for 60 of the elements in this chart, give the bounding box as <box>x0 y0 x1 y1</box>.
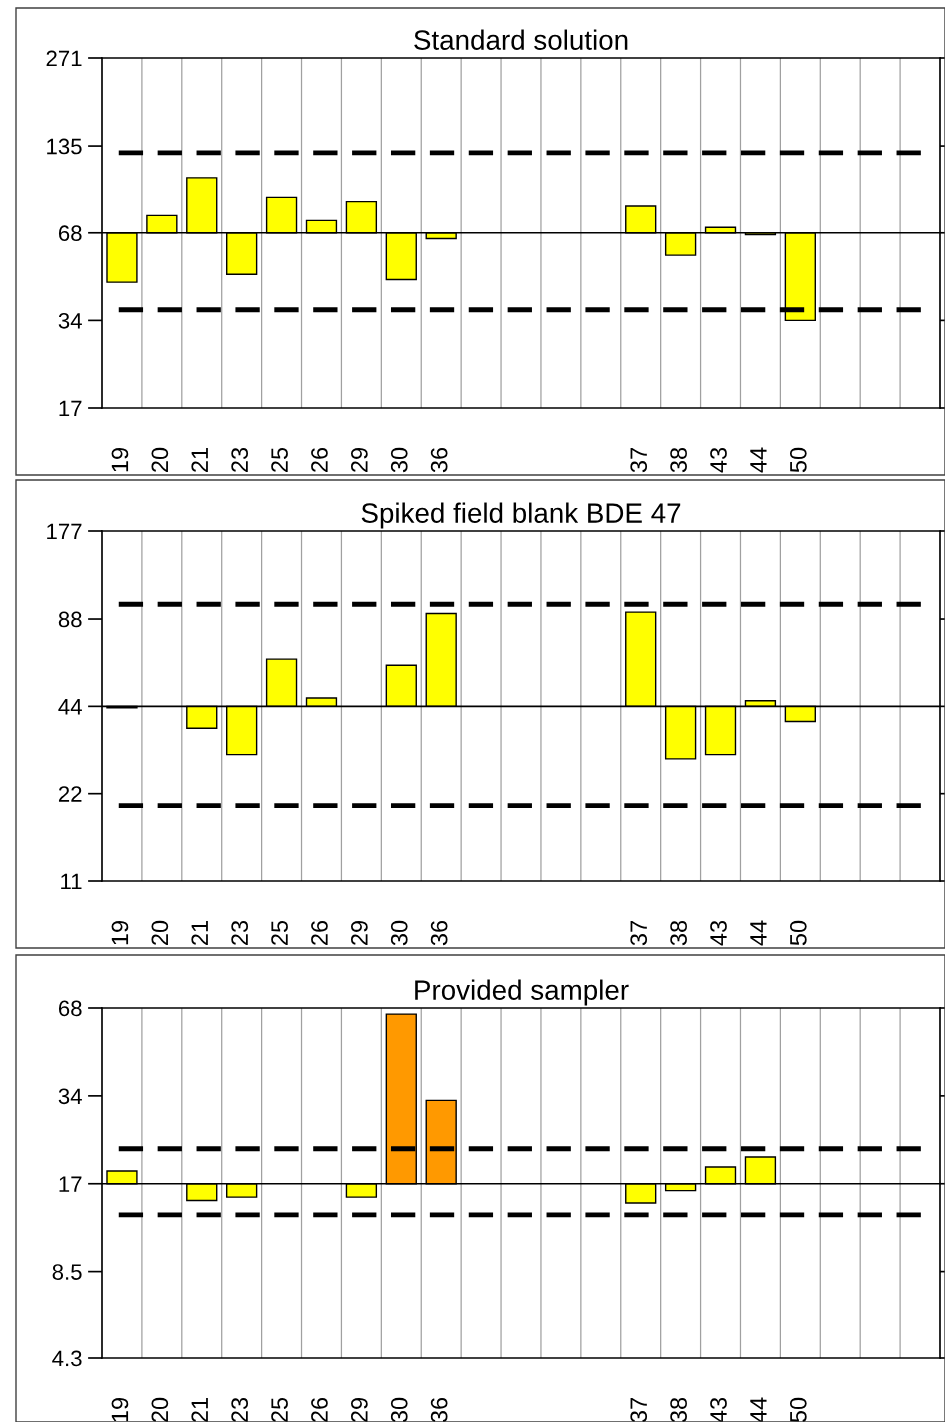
x-tick-label: 36 <box>430 447 448 473</box>
x-tick-label: 37 <box>630 921 648 946</box>
x-tick-label: 50 <box>789 920 807 946</box>
x-tick-label: 25 <box>271 1397 288 1422</box>
x-tick-label: 43 <box>710 1397 727 1422</box>
y-tick-label: 4.3 <box>52 1350 82 1367</box>
x-tick-label: 25 <box>271 447 288 472</box>
x-tick-label: 29 <box>351 921 368 945</box>
x-tick-label: 43 <box>710 920 727 946</box>
x-tick-label: 43 <box>710 447 727 473</box>
x-tick-label: 44 <box>750 447 767 473</box>
x-tick-label: 26 <box>311 920 328 945</box>
x-tick-label: 20 <box>151 920 169 945</box>
x-tick-label: 37 <box>630 448 648 473</box>
x-tick-label: 25 <box>271 920 288 945</box>
x-tick-label: 23 <box>231 447 248 472</box>
chart-title: Provided sampler <box>415 979 629 1006</box>
x-tick-label: 37 <box>630 1398 648 1422</box>
y-tick-label: 88 <box>58 611 82 628</box>
x-tick-label: 36 <box>430 920 448 946</box>
x-tick-label: 44 <box>750 920 767 946</box>
y-tick-label: 34 <box>58 1088 82 1105</box>
x-tick-label: 19 <box>111 448 129 472</box>
y-tick-label: 177 <box>47 523 82 540</box>
x-tick-label: 36 <box>430 1397 448 1422</box>
chart-title: Spiked field blank BDE 47 <box>361 502 681 529</box>
x-tick-label: 19 <box>111 1398 129 1422</box>
y-tick-label: 17 <box>59 400 82 417</box>
chart-title: Standard solution <box>414 29 628 50</box>
y-tick-label: 68 <box>58 1000 82 1017</box>
x-tick-label: 21 <box>191 1398 208 1422</box>
y-tick-label: 68 <box>58 225 82 242</box>
y-tick-label: 44 <box>58 699 82 715</box>
x-tick-label: 20 <box>151 1397 169 1422</box>
y-tick-label: 271 <box>46 50 82 67</box>
x-tick-label: 38 <box>670 1397 687 1422</box>
x-tick-label: 20 <box>151 447 169 472</box>
y-tick-label: 135 <box>47 138 82 155</box>
y-tick-label: 22 <box>58 786 82 802</box>
x-tick-label: 23 <box>231 1397 248 1422</box>
y-tick-label: 17 <box>59 1176 82 1192</box>
x-tick-label: 38 <box>670 447 687 473</box>
x-tick-label: 30 <box>390 920 408 946</box>
x-tick-label: 38 <box>670 920 687 946</box>
y-tick-label: 34 <box>58 312 82 329</box>
x-tick-label: 30 <box>390 1397 408 1422</box>
y-tick-label: 8.5 <box>52 1264 82 1280</box>
x-tick-label: 29 <box>351 448 368 472</box>
x-tick-label: 23 <box>231 920 248 945</box>
y-tick-label: 11 <box>61 873 82 890</box>
x-tick-label: 21 <box>191 921 208 945</box>
x-tick-label: 26 <box>311 1397 328 1422</box>
x-tick-label: 50 <box>789 1397 807 1422</box>
x-tick-label: 21 <box>191 448 208 472</box>
x-tick-label: 30 <box>390 447 408 473</box>
x-tick-label: 19 <box>111 921 129 945</box>
x-tick-label: 26 <box>311 447 328 472</box>
x-tick-label: 50 <box>789 447 807 473</box>
x-tick-label: 29 <box>351 1398 368 1422</box>
x-tick-label: 44 <box>750 1397 767 1422</box>
